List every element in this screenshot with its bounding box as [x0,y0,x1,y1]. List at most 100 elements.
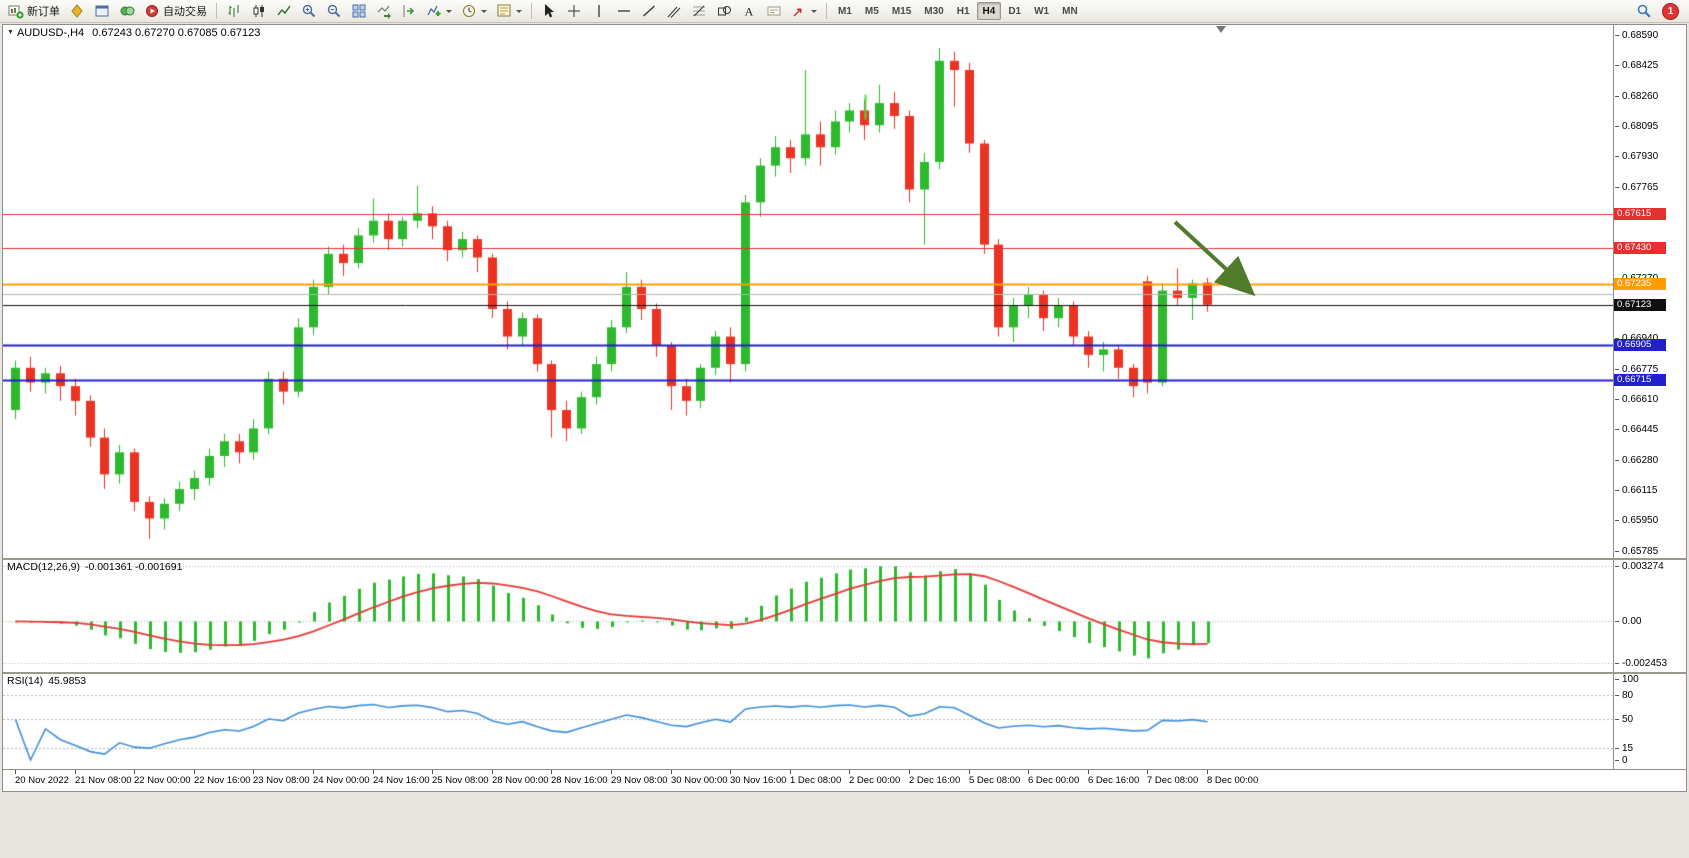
rsi-tick-label: 100 [1615,674,1639,685]
price-tick-label: 0.66940 [1614,333,1658,344]
macd-axis[interactable]: 0.003274 0.00 -0.002453 [1613,560,1686,672]
tf-d1-button[interactable]: D1 [1002,2,1027,20]
symbol-period-label: AUDUSD-,H4 [16,27,85,39]
price-tick-label: 0.65785 [1614,546,1659,557]
tf-mn-button[interactable]: MN [1056,2,1084,20]
toolbar-right: 1 [1632,1,1685,21]
crosshair-icon [566,3,582,19]
autotrade-icon [144,3,160,19]
macd-tick-label: 0.00 [1614,616,1642,627]
rsi-canvas[interactable] [3,674,1613,769]
macd-tick-label: 0.003274 [1615,561,1664,572]
panel-separator[interactable] [3,672,1686,674]
vline-icon [591,3,607,19]
macd-canvas[interactable] [3,560,1613,672]
time-label: 1 Dec 08:00 [790,770,842,786]
shapes-icon [716,3,732,19]
price-axis[interactable]: 0.68590 0.68425 0.68260 0.68095 0.67930 0.677… [1613,25,1686,558]
tf-m1-button[interactable]: M1 [832,2,858,20]
templates-button[interactable] [492,1,526,21]
auto-trading-button[interactable]: 自动交易 [140,1,211,21]
chevron-down-icon [516,9,522,13]
line-chart-button[interactable] [272,1,296,21]
text-label-button[interactable] [762,1,786,21]
chart-title: ▼ AUDUSD-,H4 0.67243 0.67270 0.67085 0.671… [7,27,260,39]
time-label: 6 Dec 00:00 [1028,770,1080,786]
price-tick-label: 0.66445 [1614,424,1659,435]
time-label: 24 Nov 16:00 [373,770,430,786]
periods-button[interactable] [457,1,491,21]
tile-icon [351,3,367,19]
search-button[interactable] [1632,1,1656,21]
ohlc-values: 0.67243 0.67270 0.67085 0.67123 [92,27,261,39]
template-icon [496,3,512,19]
time-label: 2 Dec 16:00 [909,770,961,786]
diamond-icon [69,3,85,19]
time-axis[interactable]: 20 Nov 2022 21 Nov 08:00 22 Nov 00:00 22 No… [3,769,1686,791]
autoscroll-icon [376,3,392,19]
time-label: 7 Dec 08:00 [1147,770,1199,786]
crosshair-button[interactable] [562,1,586,21]
tf-h1-button[interactable]: H1 [951,2,976,20]
time-label: 28 Nov 16:00 [551,770,608,786]
chart-window: ▼ AUDUSD-,H4 0.67243 0.67270 0.67085 0.671… [2,24,1687,792]
panel-separator[interactable] [3,558,1686,560]
fibonacci-retracement-button[interactable] [687,1,711,21]
chart-collapse-icon[interactable]: ▼ [7,29,14,36]
new-order-icon [8,3,24,19]
notification-badge[interactable]: 1 [1662,2,1679,20]
search-icon [1636,3,1652,19]
equidistant-channel-button[interactable] [662,1,686,21]
horizontal-line-button[interactable] [612,1,636,21]
shapes-button[interactable] [712,1,736,21]
text-button[interactable]: A [737,1,761,21]
rsi-plot: RSI(14) 45.9853 [3,674,1613,769]
hline-icon [616,3,632,19]
bar-chart-button[interactable] [222,1,246,21]
arrows-button[interactable] [787,1,821,21]
tf-w1-button[interactable]: W1 [1028,2,1055,20]
indicators-button[interactable] [422,1,456,21]
main-chart-plot: ▼ AUDUSD-,H4 0.67243 0.67270 0.67085 0.671… [3,25,1613,558]
mql5-community-button[interactable] [65,1,89,21]
time-label: 29 Nov 08:00 [611,770,668,786]
macd-label: MACD(12,26,9) -0.001361 -0.001691 [7,561,183,573]
cursor-button[interactable] [537,1,561,21]
tile-windows-button[interactable] [347,1,371,21]
chart-window-icon [94,3,110,19]
arrow-icon [791,3,807,19]
vertical-line-button[interactable] [587,1,611,21]
time-label: 25 Nov 08:00 [432,770,489,786]
trendline-button[interactable] [637,1,661,21]
rsi-axis[interactable]: 100 80 50 15 0 [1613,674,1686,769]
time-label: 6 Dec 16:00 [1088,770,1140,786]
time-label: 21 Nov 08:00 [75,770,132,786]
tf-m15-button[interactable]: M15 [886,2,917,20]
new-chart-button[interactable] [90,1,114,21]
tf-m5-button[interactable]: M5 [859,2,885,20]
chart-shift-marker-icon[interactable] [1216,26,1226,33]
time-label: 30 Nov 00:00 [671,770,728,786]
price-tick-label: 0.68590 [1614,30,1659,41]
price-tick-label: 0.68425 [1614,60,1659,71]
chart-shift-button[interactable] [397,1,421,21]
main-toolbar: 新订单 自动交易 A M1 M5 M15 M30 H1 H4 D1 W1 MN 1 [0,0,1689,23]
candles-icon [251,3,267,19]
profiles-button[interactable] [115,1,139,21]
price-tick-label: 0.67765 [1614,182,1659,193]
rsi-value: 45.9853 [48,675,87,687]
time-label: 22 Nov 16:00 [194,770,251,786]
time-label: 5 Dec 08:00 [969,770,1021,786]
auto-scroll-button[interactable] [372,1,396,21]
rsi-tick-label: 50 [1614,714,1634,725]
new-order-button[interactable]: 新订单 [4,1,64,21]
zoom-in-icon [301,3,317,19]
zoom-in-button[interactable] [297,1,321,21]
tf-h4-button[interactable]: H4 [976,2,1002,20]
tf-m30-button[interactable]: M30 [918,2,949,20]
time-label: 22 Nov 00:00 [134,770,191,786]
zoom-out-button[interactable] [322,1,346,21]
bars-icon [226,3,242,19]
main-chart-canvas[interactable] [3,25,1613,558]
candlestick-chart-button[interactable] [247,1,271,21]
